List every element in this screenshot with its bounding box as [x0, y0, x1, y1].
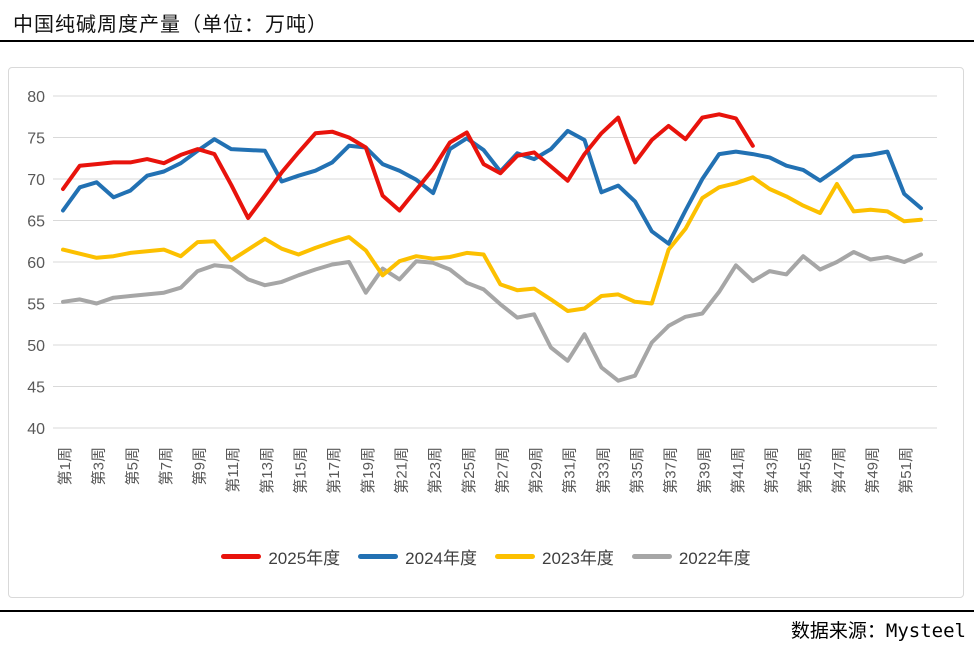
- x-tick-label: 第37周: [662, 447, 680, 494]
- legend-line-swatch: [221, 554, 262, 559]
- legend-label: 2025年度: [268, 549, 341, 568]
- y-tick-label: 60: [27, 255, 45, 272]
- x-tick-label: 第41周: [729, 447, 747, 494]
- x-tick-label: 第7周: [157, 447, 175, 485]
- x-tick-label: 第51周: [897, 447, 915, 494]
- x-tick-label: 第47周: [830, 447, 848, 494]
- legend-item-2025年度: 2025年度: [221, 544, 340, 569]
- chart-legend: 2025年度 2024年度 2023年度 2022年度: [9, 544, 963, 569]
- x-tick-label: 第33周: [594, 447, 612, 494]
- x-tick-label: 第49周: [864, 447, 882, 494]
- legend-item-2024年度: 2024年度: [358, 544, 477, 569]
- x-tick-label: 第31周: [561, 447, 579, 494]
- series-line-2024年度: [61, 128, 923, 246]
- x-tick-label: 第9周: [191, 447, 209, 485]
- legend-line-swatch: [495, 554, 535, 559]
- x-tick-label: 第27周: [493, 447, 511, 494]
- legend-item-2023年度: 2023年度: [495, 544, 614, 569]
- legend-label: 2023年度: [542, 549, 614, 568]
- x-tick-label: 第43周: [763, 447, 781, 494]
- x-tick-label: 第45周: [796, 447, 814, 494]
- x-tick-label: 第19周: [359, 447, 377, 494]
- series-line-2022年度: [61, 250, 923, 383]
- y-tick-label: 65: [27, 214, 45, 231]
- x-tick-label: 第15周: [292, 447, 310, 494]
- x-tick-label: 第35周: [628, 447, 646, 494]
- x-tick-label: 第23周: [426, 447, 444, 494]
- legend-label: 2022年度: [678, 549, 751, 568]
- y-tick-label: 75: [27, 131, 45, 148]
- y-tick-label: 50: [27, 338, 45, 355]
- x-tick-label: 第39周: [695, 447, 713, 494]
- x-tick-label: 第29周: [527, 447, 545, 494]
- x-tick-label: 第3周: [90, 447, 108, 485]
- y-tick-label: 70: [27, 172, 45, 189]
- data-source: 数据来源：Mysteel: [790, 620, 966, 642]
- y-tick-label: 80: [27, 89, 45, 106]
- x-tick-label: 第17周: [325, 447, 343, 494]
- series-line-2025年度: [61, 112, 755, 220]
- legend-line-swatch: [631, 554, 672, 559]
- y-tick-label: 55: [27, 297, 45, 314]
- x-tick-label: 第1周: [56, 447, 74, 485]
- x-tick-label: 第21周: [393, 447, 411, 494]
- legend-line-swatch: [358, 554, 399, 559]
- line-chart: 40 45 50 55 60 65 70 75 80 第1周 第3周 第5周 第7周 第9周 第11周 第13…: [27, 89, 937, 494]
- footer-divider: [0, 610, 974, 612]
- x-tick-label: 第11周: [224, 447, 242, 493]
- chart-panel: 40 45 50 55 60 65 70 75 80 第1周 第3周 第5周 第7周 第9周 第11周 第13…: [8, 67, 964, 598]
- legend-item-2022年度: 2022年度: [631, 544, 751, 569]
- legend-label: 2024年度: [405, 549, 477, 568]
- y-tick-label: 40: [27, 421, 45, 438]
- x-tick-label: 第25周: [460, 447, 478, 494]
- page-title: 中国纯碱周度产量（单位：万吨）: [13, 14, 328, 36]
- series-line-2023年度: [61, 175, 923, 313]
- y-tick-label: 45: [27, 380, 45, 397]
- title-divider: [0, 40, 974, 42]
- x-tick-label: 第5周: [123, 447, 141, 485]
- x-tick-label: 第13周: [258, 447, 276, 494]
